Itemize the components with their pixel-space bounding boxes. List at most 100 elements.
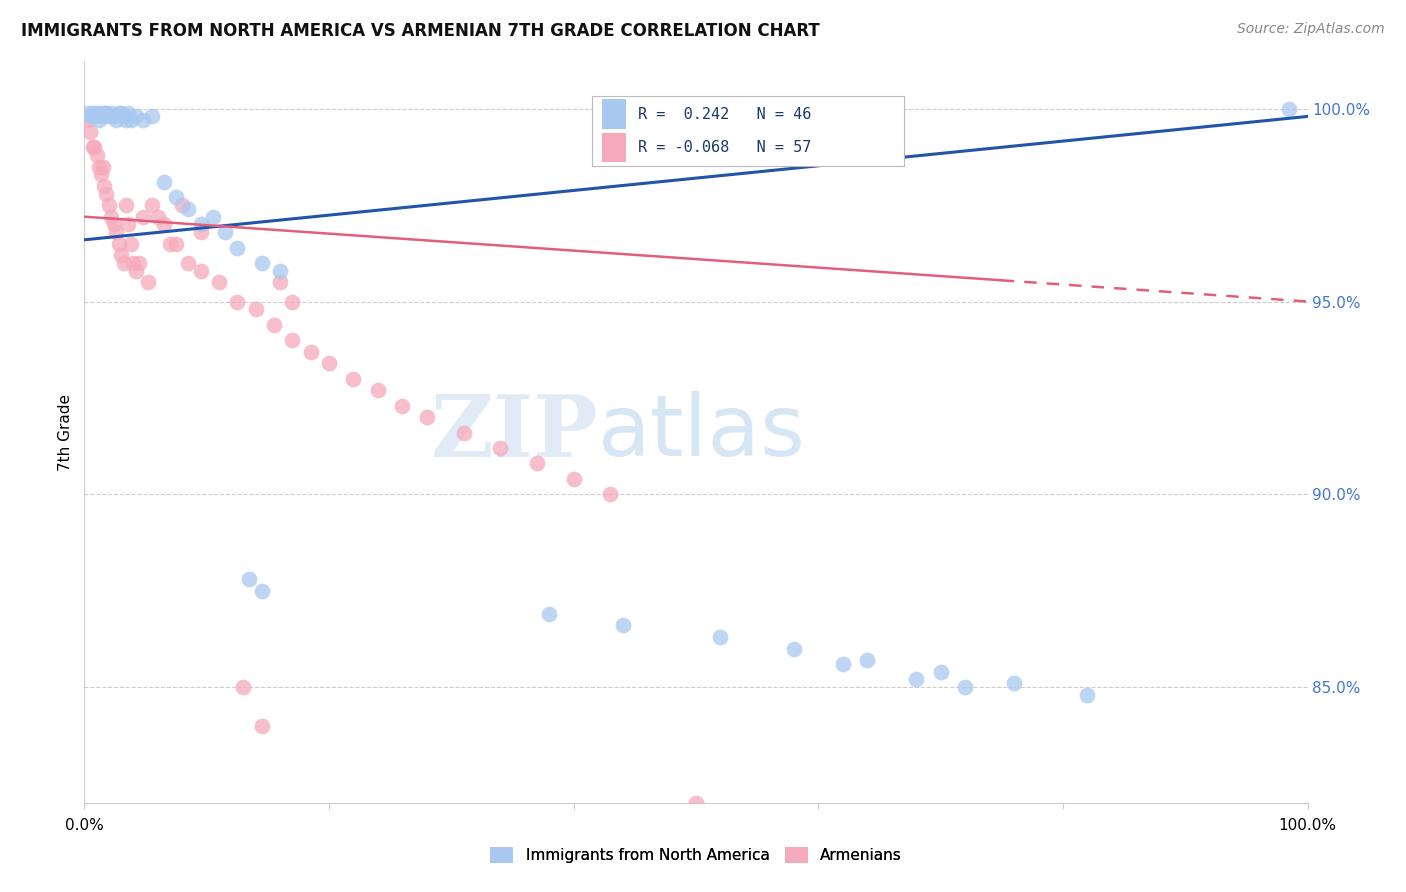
Point xyxy=(132,210,155,224)
Point xyxy=(538,607,561,621)
Point xyxy=(82,140,104,154)
Point xyxy=(132,113,155,128)
Point xyxy=(83,140,105,154)
Point xyxy=(250,583,273,598)
Point xyxy=(93,178,115,193)
Point xyxy=(367,383,389,397)
Point xyxy=(112,110,135,124)
Point xyxy=(91,110,114,124)
Point xyxy=(226,241,249,255)
Point xyxy=(269,275,291,289)
Point xyxy=(783,641,806,656)
Point xyxy=(342,371,364,385)
Point xyxy=(141,110,163,124)
Point xyxy=(238,572,260,586)
Point xyxy=(112,256,135,270)
Point xyxy=(165,190,187,204)
Point xyxy=(709,630,731,644)
Point xyxy=(214,225,236,239)
Point xyxy=(905,673,928,687)
Point xyxy=(103,110,125,124)
Point xyxy=(1076,688,1098,702)
Y-axis label: 7th Grade: 7th Grade xyxy=(58,394,73,471)
Point xyxy=(115,198,138,212)
Point xyxy=(87,113,110,128)
Point xyxy=(318,356,340,370)
Point xyxy=(831,657,853,671)
Point xyxy=(153,218,176,232)
Point xyxy=(299,344,322,359)
FancyBboxPatch shape xyxy=(602,133,626,162)
Point xyxy=(86,148,108,162)
Point xyxy=(87,160,110,174)
Point xyxy=(391,399,413,413)
Point xyxy=(128,256,150,270)
Point xyxy=(685,796,707,810)
Point xyxy=(489,441,512,455)
Point xyxy=(526,457,548,471)
Point xyxy=(86,105,108,120)
Text: R = -0.068   N = 57: R = -0.068 N = 57 xyxy=(638,140,811,155)
Point xyxy=(117,218,139,232)
Text: 100.0%: 100.0% xyxy=(1278,818,1337,833)
Point xyxy=(208,275,231,289)
Point xyxy=(100,210,122,224)
Text: 0.0%: 0.0% xyxy=(65,818,104,833)
Point xyxy=(281,294,304,309)
Point xyxy=(1278,102,1301,116)
Point xyxy=(100,105,122,120)
Point xyxy=(153,175,176,189)
Text: Source: ZipAtlas.com: Source: ZipAtlas.com xyxy=(1237,22,1385,37)
Legend: Immigrants from North America, Armenians: Immigrants from North America, Armenians xyxy=(484,841,908,869)
Point xyxy=(250,256,273,270)
Point xyxy=(245,302,267,317)
Point xyxy=(79,110,101,124)
Point xyxy=(82,105,104,120)
Point xyxy=(105,225,128,239)
Point xyxy=(281,333,304,347)
Point xyxy=(190,218,212,232)
Point xyxy=(120,236,142,251)
Point xyxy=(599,487,621,501)
Point xyxy=(856,653,879,667)
Point xyxy=(107,236,129,251)
Point xyxy=(90,167,112,181)
Point xyxy=(953,680,976,694)
Point xyxy=(269,263,291,277)
Point xyxy=(115,113,138,128)
Text: IMMIGRANTS FROM NORTH AMERICA VS ARMENIAN 7TH GRADE CORRELATION CHART: IMMIGRANTS FROM NORTH AMERICA VS ARMENIA… xyxy=(21,22,820,40)
Point xyxy=(94,105,117,120)
Point xyxy=(562,472,585,486)
Point xyxy=(232,680,254,694)
Point xyxy=(226,294,249,309)
Point xyxy=(125,110,148,124)
Point xyxy=(120,113,142,128)
Text: atlas: atlas xyxy=(598,391,806,475)
FancyBboxPatch shape xyxy=(592,95,904,166)
Point xyxy=(97,198,120,212)
Point xyxy=(190,225,212,239)
Point xyxy=(612,618,634,632)
Point xyxy=(159,236,181,251)
Point xyxy=(453,425,475,440)
Point xyxy=(416,410,439,425)
Point xyxy=(96,105,118,120)
Point xyxy=(96,186,118,201)
Point xyxy=(141,198,163,212)
Point xyxy=(110,248,132,262)
Point xyxy=(91,160,114,174)
Point xyxy=(172,198,194,212)
Point xyxy=(107,105,129,120)
Point xyxy=(105,113,128,128)
Point xyxy=(250,719,273,733)
Point xyxy=(84,110,107,124)
Point xyxy=(77,113,100,128)
Point xyxy=(177,256,200,270)
Point xyxy=(79,125,101,139)
Text: ZIP: ZIP xyxy=(430,391,598,475)
Point xyxy=(146,210,169,224)
Point xyxy=(90,105,112,120)
Point xyxy=(77,105,100,120)
Point xyxy=(165,236,187,251)
Point xyxy=(110,105,132,120)
